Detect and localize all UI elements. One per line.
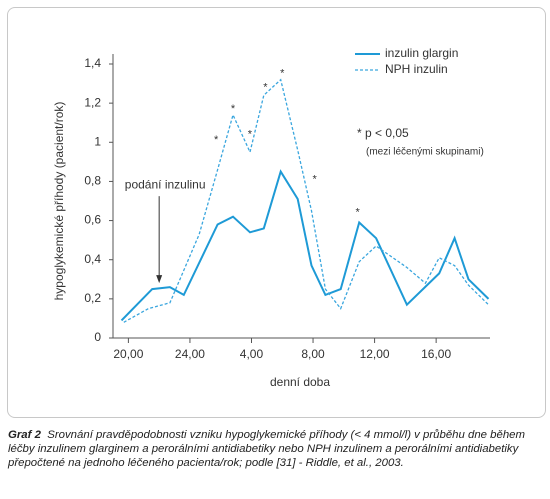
y-tick-label: 1,4 — [84, 56, 101, 70]
annotation-arrowhead — [156, 275, 163, 284]
x-axis-label: denní doba — [270, 375, 330, 389]
legend-label: NPH inzulin — [385, 62, 448, 76]
y-tick-label: 0,8 — [84, 174, 101, 188]
chart: hypoglykemické příhody (pacient/rok) den… — [52, 46, 490, 389]
caption-label: Graf 2 — [8, 429, 41, 441]
x-tick-label: 24,00 — [175, 347, 205, 361]
y-tick-label: 1 — [94, 134, 101, 148]
y-tick-label: 0,6 — [84, 213, 101, 227]
annotation-text: podání inzulinu — [125, 177, 206, 191]
series-line — [123, 78, 489, 323]
chart-frame — [7, 7, 546, 418]
x-tick-label: 16,00 — [421, 347, 451, 361]
significance-marker: * — [312, 173, 317, 185]
significance-marker: * — [214, 134, 219, 146]
y-axis-label: hypoglykemické příhody (pacient/rok) — [52, 102, 66, 301]
y-tick-label: 0,4 — [84, 252, 101, 266]
x-tick-label: 8,00 — [301, 347, 325, 361]
x-tick-label: 12,00 — [360, 347, 390, 361]
y-tick-label: 1,2 — [84, 95, 101, 109]
x-tick-label: 4,00 — [240, 347, 264, 361]
note-sub: (mezi léčenými skupinami) — [366, 147, 484, 158]
legend-label: inzulin glargin — [385, 46, 458, 60]
significance-marker: * — [248, 128, 253, 140]
significance-marker: * — [280, 68, 285, 80]
significance-marker: * — [356, 207, 361, 219]
caption: Graf 2 Srovnání pravděpodobnosti vzniku … — [8, 428, 544, 470]
significance-marker: * — [231, 103, 236, 115]
series-line — [120, 169, 490, 322]
y-tick-label: 0,2 — [84, 291, 101, 305]
note: * p < 0,05 — [357, 126, 409, 140]
x-tick-label: 20,00 — [113, 347, 143, 361]
significance-marker: * — [263, 81, 268, 93]
caption-text: Srovnání pravděpodobnosti vzniku hypogly… — [8, 429, 525, 469]
y-tick-label: 0 — [94, 330, 101, 344]
